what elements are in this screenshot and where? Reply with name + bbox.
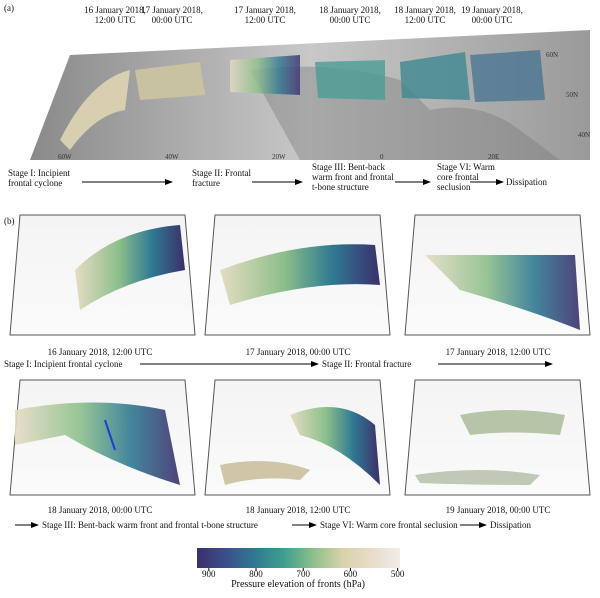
colorbar-tick-label: 600 [343, 569, 358, 579]
time-label: 17 January 2018, 00:00 UTC [141, 5, 203, 25]
time-label: 19 January 2018, 00:00 UTC [445, 505, 551, 515]
time-label: 19 January 2018, 00:00 UTC [461, 5, 523, 25]
lat-label: 50N [566, 91, 579, 99]
colorbar-title: Pressure elevation of fronts (hPa) [231, 579, 365, 590]
lon-label: 40W [165, 153, 179, 161]
stage-label: Stage II: Frontal fracture [192, 168, 251, 188]
time-label: 17 January 2018, 00:00 UTC [245, 347, 351, 357]
time-label: 18 January 2018, 00:00 UTC [319, 5, 381, 25]
stage-label: Stage VI: Warm core frontal seclusion [320, 520, 458, 530]
front-snapshots [60, 50, 545, 150]
lon-label: 20W [272, 153, 286, 161]
stage-label: Stage VI: Warm core frontal seclusion [437, 162, 495, 192]
time-label: 17 January 2018, 12:00 UTC [445, 347, 551, 357]
time-label: 16 January 2018, 12:00 UTC [47, 347, 153, 357]
stage-label: Stage I: Incipient frontal cyclone [4, 359, 123, 369]
stage-label: Dissipation [490, 520, 532, 530]
lon-label: 20E [488, 153, 500, 161]
panel-label: (a) [4, 3, 14, 13]
colorbar-tick-label: 500 [390, 569, 405, 579]
stage-label: Stage III: Bent-back warm front and fron… [312, 162, 394, 192]
stage-label: Dissipation [506, 177, 548, 187]
stage-label: Stage III: Bent-back warm front and fron… [42, 520, 258, 530]
panel-label: (b) [4, 216, 15, 226]
stage-label: Stage II: Frontal fracture [322, 359, 412, 369]
time-label: 16 January 2018, 12:00 UTC [84, 5, 146, 25]
time-label: 18 January 2018, 12:00 UTC [245, 505, 351, 515]
colorbar-tick-label: 800 [249, 569, 263, 579]
stage-arrows [15, 179, 553, 528]
colorbar-tick-label: 700 [296, 569, 310, 579]
lat-label: 40N [578, 131, 591, 139]
lat-label: 60N [546, 51, 559, 59]
time-label: 18 January 2018, 12:00 UTC [394, 5, 456, 25]
lon-label: 0 [380, 153, 384, 161]
time-label: 18 January 2018, 00:00 UTC [47, 505, 153, 515]
stage-label: Stage I: Incipient frontal cyclone [8, 168, 70, 188]
colorbar-tick-label: 900 [202, 569, 216, 579]
panel-b-boxes [9, 214, 591, 496]
lon-label: 60W [58, 153, 72, 161]
time-label: 17 January 2018, 12:00 UTC [234, 5, 296, 25]
colorbar [197, 548, 400, 568]
